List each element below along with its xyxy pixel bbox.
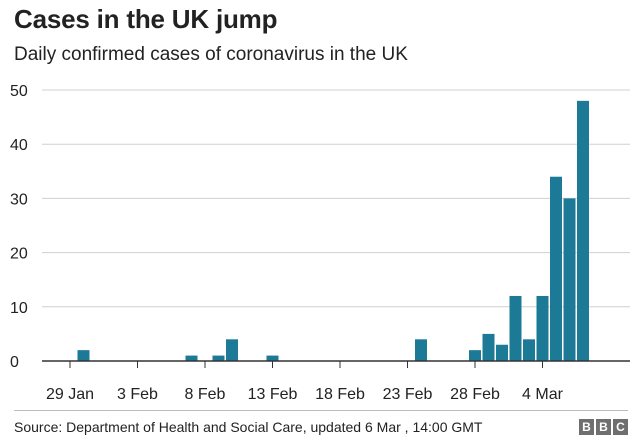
y-tick-label: 40 [10,137,28,154]
x-tick-label: 29 Jan [46,386,94,400]
chart-footer: Source: Department of Health and Social … [14,410,628,441]
x-tick-label: 8 Feb [185,386,226,400]
x-tick-label: 18 Feb [315,386,365,400]
chart-title: Cases in the UK jump [14,4,278,34]
chart-subtitle: Daily confirmed cases of coronavirus in … [14,44,408,65]
source-note: Source: Department of Health and Social … [14,419,483,435]
bar [212,355,225,361]
bbc-logo-letter: B [596,419,611,435]
bar [563,198,576,361]
bar [509,295,522,361]
x-tick-label: 3 Feb [117,386,158,400]
bar [523,339,535,361]
bar-chart: 0 10 20 30 40 50 29 Jan 3 Feb 8 Feb 13 Feb 18 Feb 2… [10,83,630,400]
bar [550,176,562,361]
bar [226,339,238,361]
y-tick-label: 10 [10,300,28,317]
bar [469,350,481,361]
bar [536,295,549,361]
x-tick-label: 4 Mar [522,386,564,400]
bar [577,100,589,361]
bbc-logo-letter: B [579,419,594,435]
bbc-logo-letter: C [613,419,628,435]
bbc-logo: B B C [579,419,628,435]
bar [266,355,279,361]
x-tick-label: 23 Feb [383,386,433,400]
y-tick-label: 50 [10,83,28,100]
x-tick-label: 28 Feb [450,386,500,400]
bar [185,355,198,361]
x-tick-label: 13 Feb [248,386,298,400]
bar [77,350,90,361]
bar [496,344,508,361]
bar [415,339,427,361]
y-tick-label: 20 [10,246,28,263]
y-tick-label: 30 [10,191,28,208]
bar [482,333,495,361]
y-tick-label: 0 [10,354,19,371]
